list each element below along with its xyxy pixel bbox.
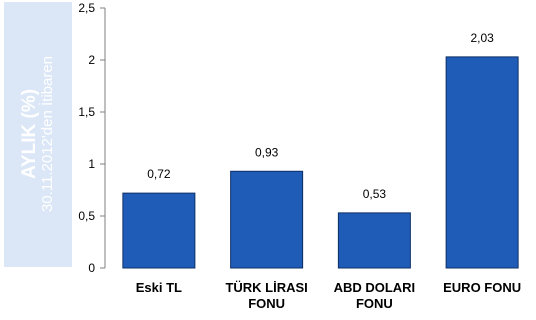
bar-value-label: 2,03 xyxy=(470,31,494,45)
x-category-label: TÜRK LİRASI xyxy=(225,280,307,295)
bar-value-label: 0,72 xyxy=(147,167,171,181)
x-category-label: FONU xyxy=(356,296,393,311)
y-tick-label: 0 xyxy=(88,261,95,275)
y-tick-label: 0,5 xyxy=(78,209,95,223)
bar xyxy=(337,212,411,269)
y-axis-label-box xyxy=(4,2,72,267)
x-category-label: Eski TL xyxy=(136,280,182,295)
x-category-label: FONU xyxy=(248,296,285,311)
y-tick-label: 2 xyxy=(88,53,95,67)
y-tick-label: 1,5 xyxy=(78,105,95,119)
x-category-label: ABD DOLARI xyxy=(334,280,416,295)
bar-value-label: 0,53 xyxy=(363,187,387,201)
bar xyxy=(122,192,196,269)
y-tick-label: 1 xyxy=(88,157,95,171)
bar xyxy=(230,170,304,269)
x-category-label: EURO FONU xyxy=(443,280,521,295)
bar-value-label: 0,93 xyxy=(255,145,279,159)
y-tick-label: 2,5 xyxy=(78,1,95,15)
bar xyxy=(445,56,519,269)
